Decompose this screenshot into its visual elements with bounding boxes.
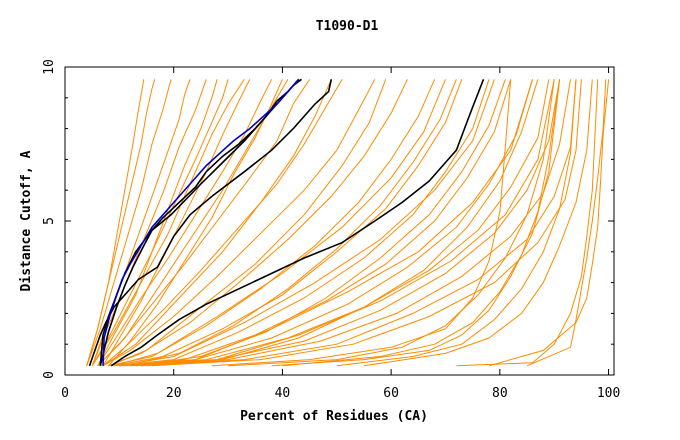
series-line-10 [113, 79, 490, 367]
series-line-37 [271, 79, 561, 367]
series-line-46 [110, 79, 485, 367]
series-line-25 [141, 79, 555, 367]
series-line-18 [91, 79, 245, 367]
x-tick-label: 20 [166, 386, 182, 401]
chart-title: T1090-D1 [316, 19, 379, 34]
x-tick-label: 0 [61, 386, 69, 401]
series-line-36 [488, 79, 610, 367]
series-line-34 [456, 79, 599, 367]
series-line-19 [97, 79, 289, 367]
series-line-8 [108, 79, 436, 367]
series-line-45 [88, 79, 333, 367]
x-ticks: 0 20 40 60 80 100 [61, 67, 620, 401]
series-line-12 [119, 79, 533, 367]
series-line-33 [363, 79, 593, 367]
series-line-28 [91, 79, 207, 366]
series-line-13 [124, 79, 550, 367]
series-line-7 [108, 79, 408, 367]
series-line-32 [211, 79, 512, 367]
y-tick-label: 0 [42, 371, 57, 379]
series-line-6 [102, 79, 376, 367]
series-line-48 [102, 78, 300, 366]
series-line-16 [141, 79, 577, 367]
series-line-42 [135, 79, 506, 367]
x-tick-label: 60 [383, 386, 399, 401]
series-line-23 [119, 79, 495, 367]
series-line-9 [113, 79, 463, 367]
series-line-31 [336, 79, 577, 367]
series-line-47 [99, 78, 300, 366]
y-tick-label: 10 [42, 59, 57, 75]
series-line-30 [282, 79, 561, 367]
series-line-22 [113, 79, 446, 367]
y-axis-label: Distance Cutoff, A [19, 150, 34, 291]
series-line-14 [130, 79, 561, 367]
x-tick-label: 80 [492, 386, 508, 401]
series-line-20 [102, 79, 332, 367]
series-line-27 [86, 79, 172, 366]
series-line-3 [97, 79, 273, 367]
series-line-4 [97, 79, 311, 367]
series-line-29 [228, 79, 555, 367]
y-tick-label: 5 [42, 217, 57, 225]
series-line-11 [119, 79, 512, 367]
series-layer [86, 78, 610, 367]
series-line-2 [91, 79, 229, 367]
x-tick-label: 100 [597, 386, 620, 401]
series-line-15 [135, 79, 571, 367]
y-ticks: 0 5 10 [42, 59, 614, 379]
series-line-17 [151, 79, 582, 367]
series-line-43 [146, 79, 539, 367]
series-line-5 [102, 79, 343, 367]
series-line-21 [108, 79, 387, 367]
series-line-41 [124, 79, 457, 367]
x-tick-label: 40 [275, 386, 291, 401]
series-line-38 [102, 79, 251, 367]
series-line-35 [526, 79, 607, 367]
series-line-40 [97, 79, 218, 367]
x-axis-label: Percent of Residues (CA) [240, 409, 428, 424]
series-line-26 [86, 79, 145, 366]
